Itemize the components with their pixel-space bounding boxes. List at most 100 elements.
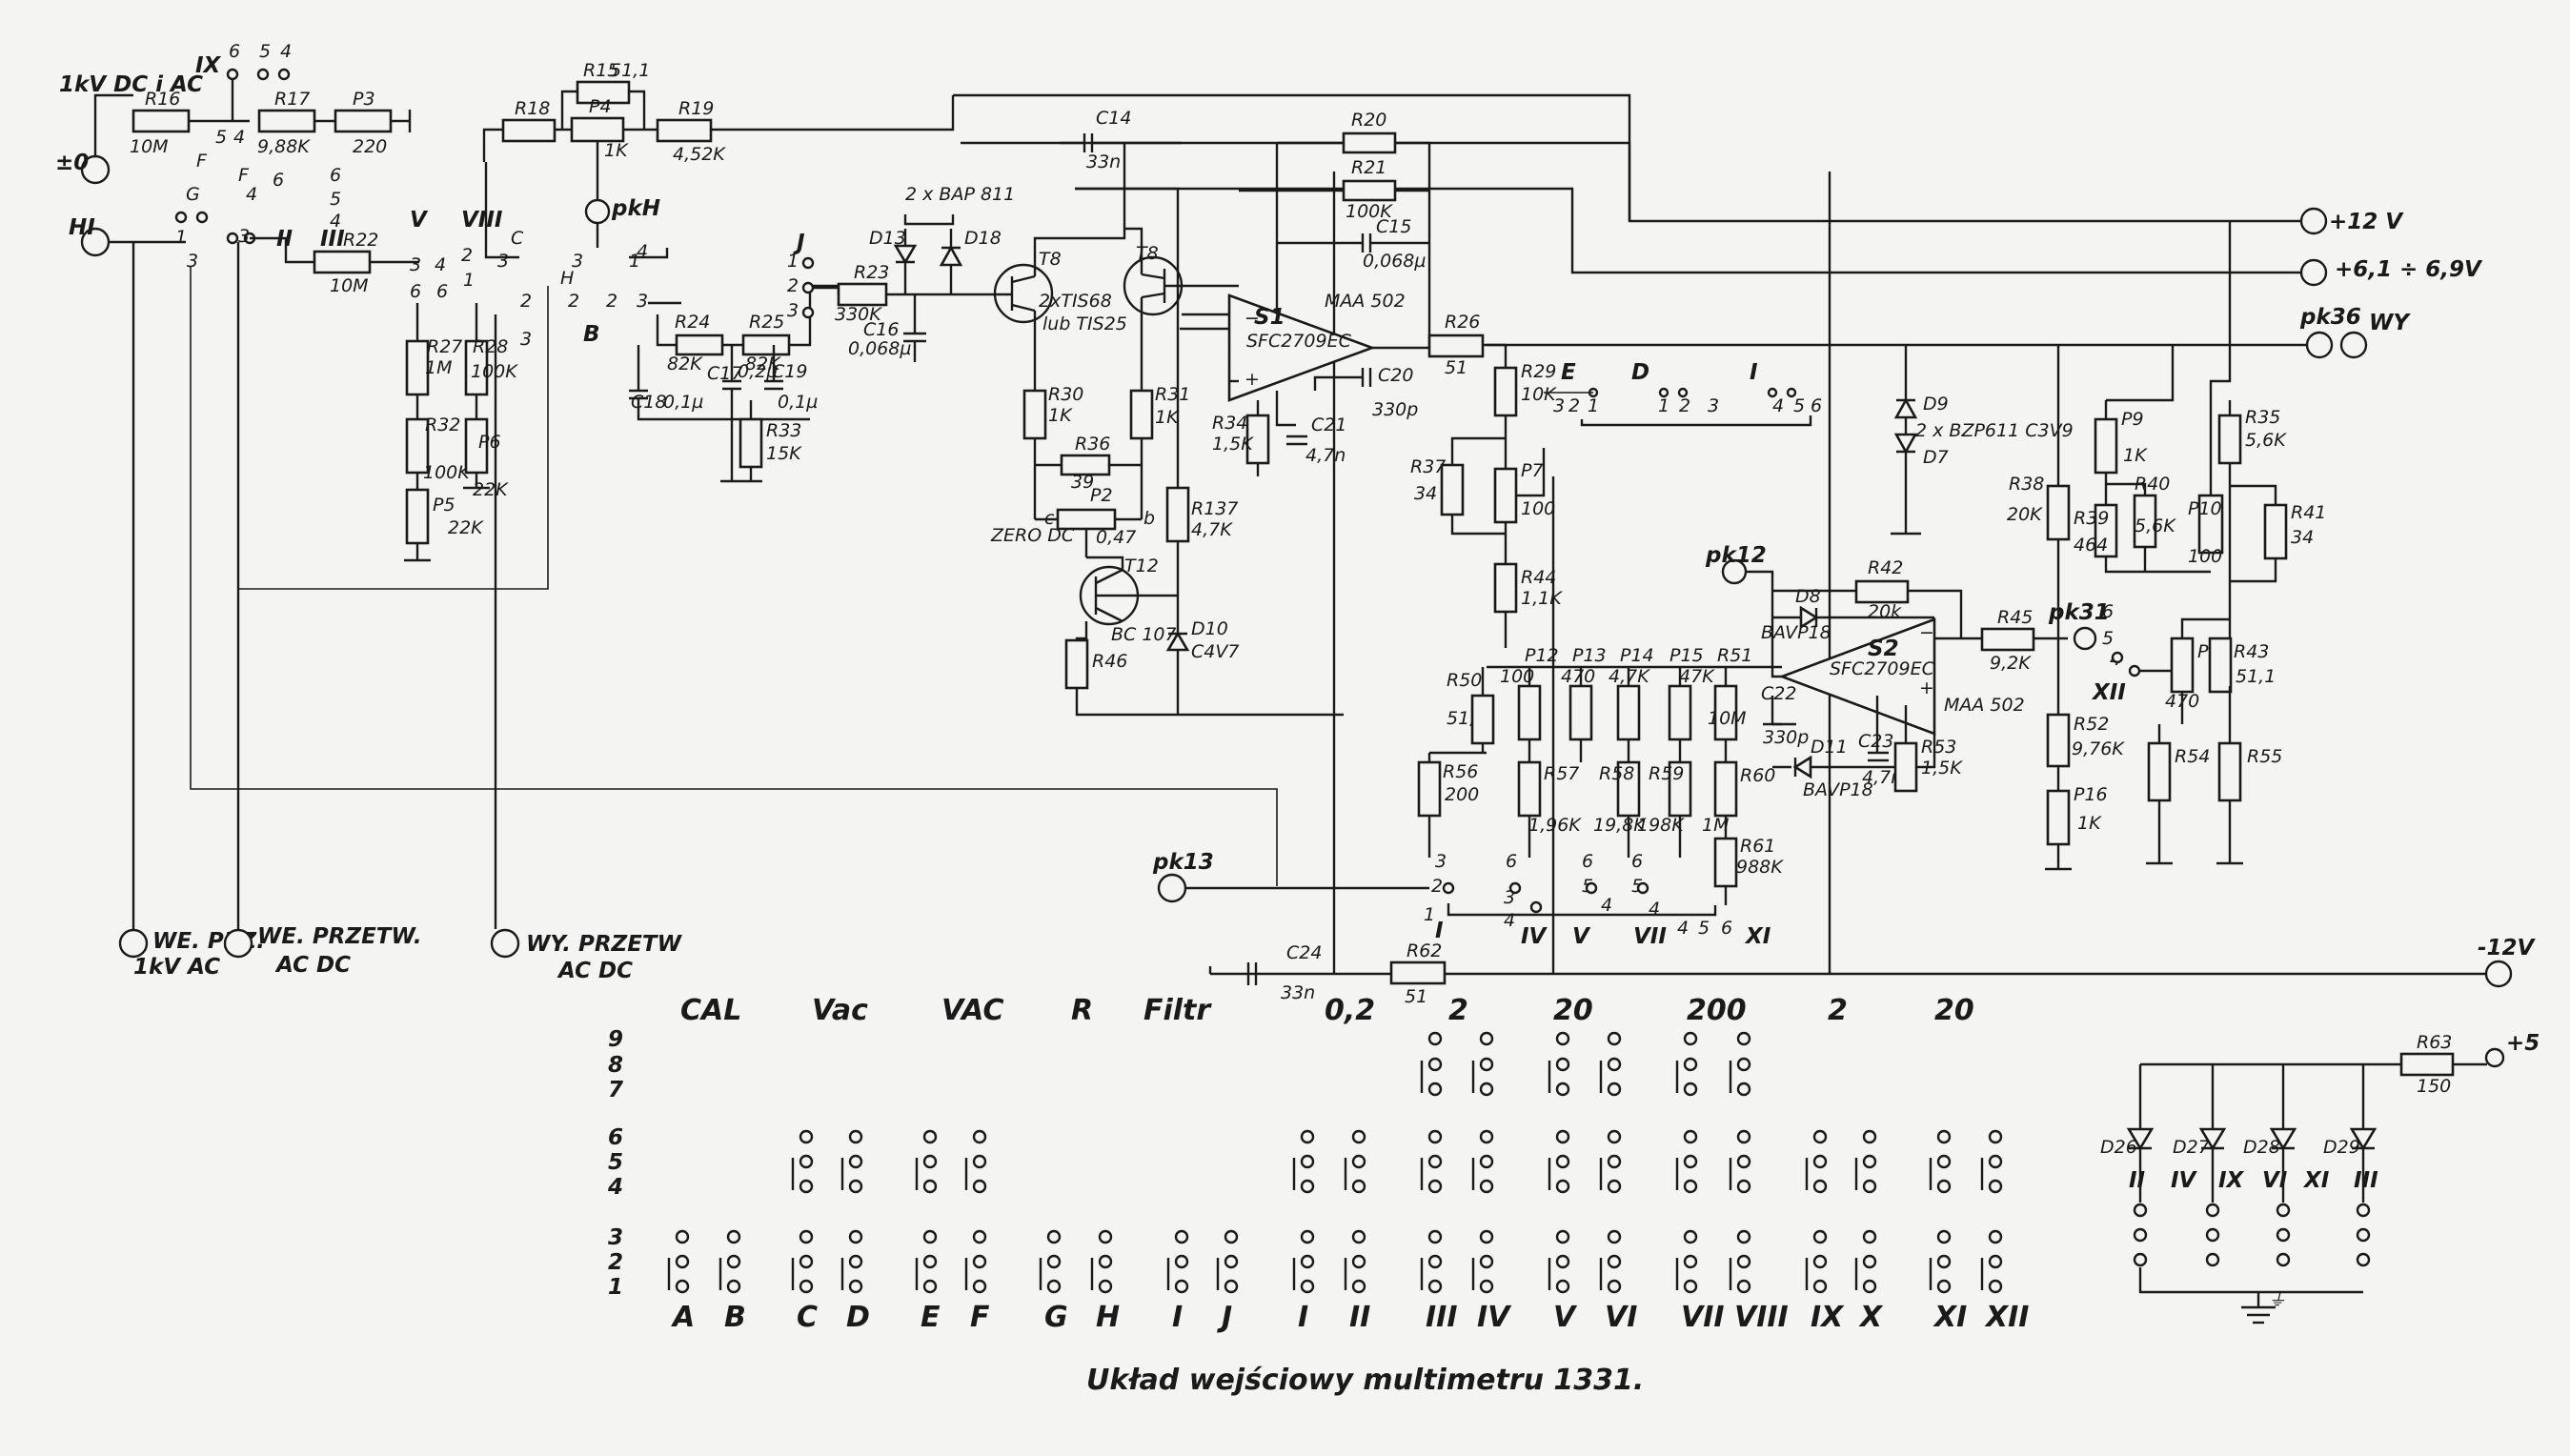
svg-text:R45: R45 [1997, 607, 2033, 628]
resistor-r26 [1427, 334, 1485, 358]
terminal-plus5[interactable] [2484, 1047, 2505, 1068]
svg-text:4: 4 [435, 254, 446, 275]
svg-text:0,47: 0,47 [1096, 527, 1136, 548]
switch-contact [1427, 1082, 1443, 1097]
svg-text:51,1: 51,1 [610, 60, 650, 81]
terminal-minus12[interactable] [2484, 960, 2513, 988]
svg-text:34: 34 [2291, 527, 2314, 548]
switch-contact [1351, 1179, 1366, 1194]
resistor-r33 [739, 417, 763, 469]
switch-contact [1555, 1031, 1570, 1046]
resistor-r45 [1980, 627, 2035, 652]
svg-text:T12: T12 [1124, 556, 1159, 576]
switch-contact [1098, 1229, 1113, 1244]
resistor-r22 [313, 250, 372, 274]
switch-contact [1351, 1254, 1366, 1269]
svg-text:R57: R57 [1544, 763, 1579, 784]
test-point-pk31[interactable] [2073, 626, 2097, 651]
switch-contact [1427, 1057, 1443, 1072]
svg-text:D29: D29 [2323, 1137, 2360, 1158]
svg-text:19,8K: 19,8K [1593, 815, 1647, 836]
switch-contact [1607, 1229, 1622, 1244]
column-letter: C [797, 1301, 818, 1334]
range-header: 2 [1828, 994, 1848, 1027]
svg-text:R31: R31 [1155, 384, 1190, 405]
svg-text:4: 4 [280, 41, 292, 62]
resistor-r60 [1713, 760, 1738, 818]
switch-contact [1351, 1229, 1366, 1244]
svg-text:2: 2 [461, 245, 473, 266]
switch-contact [1479, 1129, 1494, 1144]
switch-contact [1300, 1154, 1315, 1169]
column-letter: III [1426, 1301, 1458, 1334]
svg-text:R29: R29 [1521, 361, 1556, 382]
switch-contact [1427, 1154, 1443, 1169]
label-zero: ±0 [55, 151, 89, 175]
switch-contact [1427, 1031, 1443, 1046]
switch-contact [799, 1279, 814, 1294]
svg-text:C: C [511, 228, 524, 249]
label-we-prz-sub: 1kV AC [133, 955, 220, 980]
switch-contact [848, 1154, 863, 1169]
svg-text:R38: R38 [2009, 474, 2044, 495]
terminal-plus12[interactable] [2299, 207, 2328, 235]
switch-contact [1479, 1154, 1494, 1169]
terminal-plus61[interactable] [2299, 258, 2328, 287]
svg-text:BC 107: BC 107 [1111, 624, 1177, 645]
svg-text:R56: R56 [1443, 761, 1478, 782]
svg-text:R39: R39 [2074, 508, 2109, 529]
label-pk31: pk31 [2048, 600, 2110, 625]
switch-contact [1683, 1229, 1698, 1244]
switch-contact [972, 1129, 987, 1144]
svg-text:R35: R35 [2245, 407, 2280, 428]
svg-text:4: 4 [1677, 918, 1689, 939]
switch-contact [1862, 1129, 1877, 1144]
switch-contact [1479, 1179, 1494, 1194]
resistor-r18 [501, 118, 556, 143]
row-number: 3 [608, 1225, 623, 1250]
switch-contact [726, 1254, 741, 1269]
svg-text:B: B [583, 322, 600, 347]
terminal-we-przetw[interactable] [223, 928, 253, 959]
lower-selector: 3 6 6 6 2 1 I 3 4 5 4 5 4 4 5 6 IV V VII… [1152, 850, 1771, 949]
switch-contact [1224, 1254, 1239, 1269]
drain-network: R30 1K R31 1K R36 39 P2 0,47 c b ZERO DC [990, 384, 1190, 557]
resistor-r17 [257, 109, 316, 133]
terminal-we-prz[interactable] [118, 928, 149, 959]
svg-text:6: 6 [436, 281, 448, 302]
fet-pair-t8: T8 2xTIS68 lub TIS25 T8 [991, 143, 1239, 391]
svg-text:10K: 10K [1521, 384, 1557, 405]
row-number: 9 [608, 1027, 623, 1052]
switch-contact [1479, 1057, 1494, 1072]
terminal-wy-przetw[interactable] [490, 928, 520, 959]
switch-contact [1683, 1254, 1698, 1269]
svg-text:5: 5 [1793, 395, 1805, 416]
switch-contact [1683, 1179, 1698, 1194]
svg-text:51: 51 [1445, 357, 1467, 378]
svg-text:P14: P14 [1620, 645, 1654, 666]
label-hi: HI [69, 215, 95, 240]
test-point-pk36[interactable] [2305, 331, 2334, 359]
svg-text:D10: D10 [1191, 618, 1228, 639]
switch-contact [1936, 1154, 1952, 1169]
switch-contact [848, 1129, 863, 1144]
svg-text:R17: R17 [274, 89, 310, 110]
switch-contact [1812, 1229, 1828, 1244]
switch-contact [1936, 1129, 1952, 1144]
svg-text:4,7n: 4,7n [1305, 445, 1346, 466]
led-d28 [2269, 1127, 2297, 1151]
svg-text:100K: 100K [1346, 201, 1393, 222]
label-plus61: +6,1 ÷ 6,9V [2335, 257, 2483, 282]
test-point-pk13[interactable] [1157, 873, 1187, 903]
terminal-wy[interactable] [2339, 331, 2368, 359]
label-we-przetw-sub: AC DC [274, 953, 351, 978]
svg-text:2 x BZP611 C3V9: 2 x BZP611 C3V9 [1915, 420, 2074, 441]
svg-text:9,88K: 9,88K [257, 136, 311, 157]
svg-text:R18: R18 [515, 98, 550, 119]
svg-text:2 x BAP 811: 2 x BAP 811 [905, 184, 1015, 205]
svg-text:C24: C24 [1286, 942, 1322, 963]
switch-contact [1607, 1254, 1622, 1269]
svg-text:J: J [793, 231, 805, 255]
test-point-pkh[interactable] [584, 198, 611, 225]
